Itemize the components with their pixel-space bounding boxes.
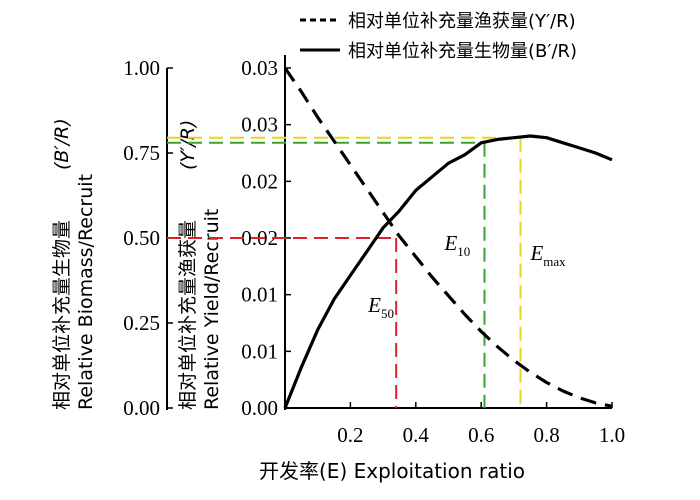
x-axis-title: 开发率(E) Exploitation ratio [259, 459, 525, 483]
x-tick-label: 0.4 [403, 423, 430, 447]
series-line-yield [283, 67, 613, 408]
left-tick-label: 0.25 [123, 311, 160, 335]
left-axis-label-en: Relative Biomass/Recruit [75, 174, 97, 410]
left-tick-label: 0.50 [123, 226, 160, 250]
right-tick-label: 0.01 [241, 339, 278, 363]
annotation-50: E50 [367, 293, 394, 321]
series-layer [283, 67, 613, 409]
legend: 相对单位补充量渔获量(Y′/R) 相对单位补充量生物量(B′/R) [300, 11, 577, 62]
left-axis-label: 相对单位补充量生物量 Relative Biomass/Recruit (B′/… [51, 118, 97, 410]
legend-label-yield: 相对单位补充量渔获量(Y′/R) [348, 11, 576, 32]
svg-text:Relative Biomass/Recruit: Relative Biomass/Recruit [75, 174, 97, 410]
x-tick-label: 0.6 [468, 423, 494, 447]
right-tick-label: 0.00 [241, 396, 278, 420]
right-axis-label: 相对单位补充量渔获量 Relative Yield/Recruit (Y′/R) [177, 120, 223, 410]
left-tick-label: 1.00 [123, 56, 160, 80]
ticks-layer: 1.000.750.500.250.000.030.030.020.020.01… [123, 56, 625, 447]
x-tick-label: 0.8 [533, 423, 559, 447]
left-axis-label-cn: 相对单位补充量生物量 [51, 220, 73, 410]
reference-lines [167, 136, 522, 408]
left-axis-label-symbol: (B′/R) [51, 118, 73, 170]
right-axis-label-cn: 相对单位补充量渔获量 [177, 220, 199, 410]
right-tick-label: 0.03 [241, 56, 278, 80]
legend-label-biomass: 相对单位补充量生物量(B′/R) [348, 41, 577, 62]
annotation-10: E10 [443, 231, 470, 259]
left-tick-label: 0.00 [123, 396, 160, 420]
left-tick-label: 0.75 [123, 141, 160, 165]
right-axis-label-symbol: (Y′/R) [177, 120, 199, 170]
right-tick-label: 0.01 [241, 283, 278, 307]
x-tick-label: 0.2 [337, 423, 363, 447]
annotations: E50 E10 Emax [367, 231, 566, 321]
right-tick-label: 0.03 [241, 113, 278, 137]
right-tick-label: 0.02 [241, 169, 278, 193]
annotation-max: Emax [529, 241, 566, 269]
right-axis-label-en: Relative Yield/Recruit [201, 209, 223, 410]
series-line-biomass [283, 134, 613, 409]
x-tick-label: 1.0 [599, 423, 625, 447]
